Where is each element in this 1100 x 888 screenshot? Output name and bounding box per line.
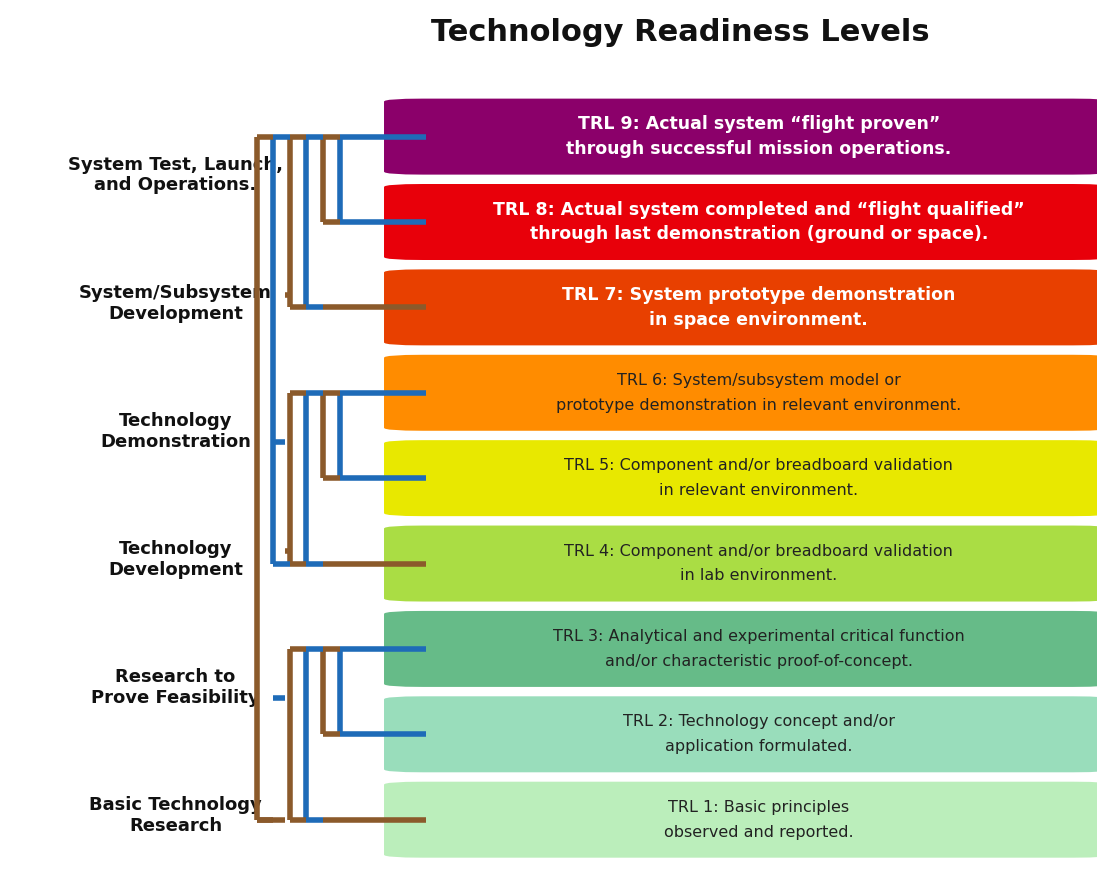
FancyBboxPatch shape xyxy=(384,526,1100,601)
Text: through successful mission operations.: through successful mission operations. xyxy=(566,140,952,158)
Text: TRL 7: System prototype demonstration: TRL 7: System prototype demonstration xyxy=(562,286,956,304)
FancyBboxPatch shape xyxy=(384,696,1100,773)
FancyBboxPatch shape xyxy=(384,440,1100,516)
Text: TRL 6: System/subsystem model or: TRL 6: System/subsystem model or xyxy=(617,373,901,388)
Text: TRL 8: Actual system completed and “flight qualified”: TRL 8: Actual system completed and “flig… xyxy=(493,201,1024,218)
Text: TRL 2: Technology concept and/or: TRL 2: Technology concept and/or xyxy=(623,715,894,729)
Text: and/or characteristic proof-of-concept.: and/or characteristic proof-of-concept. xyxy=(605,654,913,669)
Text: Research to
Prove Feasibility: Research to Prove Feasibility xyxy=(91,668,260,707)
FancyBboxPatch shape xyxy=(384,269,1100,345)
Text: prototype demonstration in relevant environment.: prototype demonstration in relevant envi… xyxy=(557,398,961,413)
FancyBboxPatch shape xyxy=(384,611,1100,687)
Text: application formulated.: application formulated. xyxy=(666,739,852,754)
Text: Technology
Development: Technology Development xyxy=(108,540,243,579)
Text: TRL 1: Basic principles: TRL 1: Basic principles xyxy=(668,800,849,815)
Text: System/Subsystem
Development: System/Subsystem Development xyxy=(79,283,272,322)
Text: in lab environment.: in lab environment. xyxy=(680,568,837,583)
FancyBboxPatch shape xyxy=(384,99,1100,175)
Text: TRL 4: Component and/or breadboard validation: TRL 4: Component and/or breadboard valid… xyxy=(564,543,953,559)
Text: Basic Technology
Research: Basic Technology Research xyxy=(89,796,262,835)
Text: Technology Readiness Levels: Technology Readiness Levels xyxy=(431,18,930,47)
Text: through last demonstration (ground or space).: through last demonstration (ground or sp… xyxy=(529,226,988,243)
FancyBboxPatch shape xyxy=(384,184,1100,260)
FancyBboxPatch shape xyxy=(384,781,1100,858)
FancyBboxPatch shape xyxy=(384,355,1100,431)
Text: observed and reported.: observed and reported. xyxy=(664,825,854,839)
Text: System Test, Launch,
and Operations.: System Test, Launch, and Operations. xyxy=(68,155,283,194)
Text: TRL 3: Analytical and experimental critical function: TRL 3: Analytical and experimental criti… xyxy=(553,629,965,644)
Text: TRL 9: Actual system “flight proven”: TRL 9: Actual system “flight proven” xyxy=(578,115,939,133)
Text: in relevant environment.: in relevant environment. xyxy=(659,483,858,498)
Text: in space environment.: in space environment. xyxy=(649,311,868,329)
Text: TRL 5: Component and/or breadboard validation: TRL 5: Component and/or breadboard valid… xyxy=(564,458,953,473)
Text: Technology
Demonstration: Technology Demonstration xyxy=(100,412,251,450)
